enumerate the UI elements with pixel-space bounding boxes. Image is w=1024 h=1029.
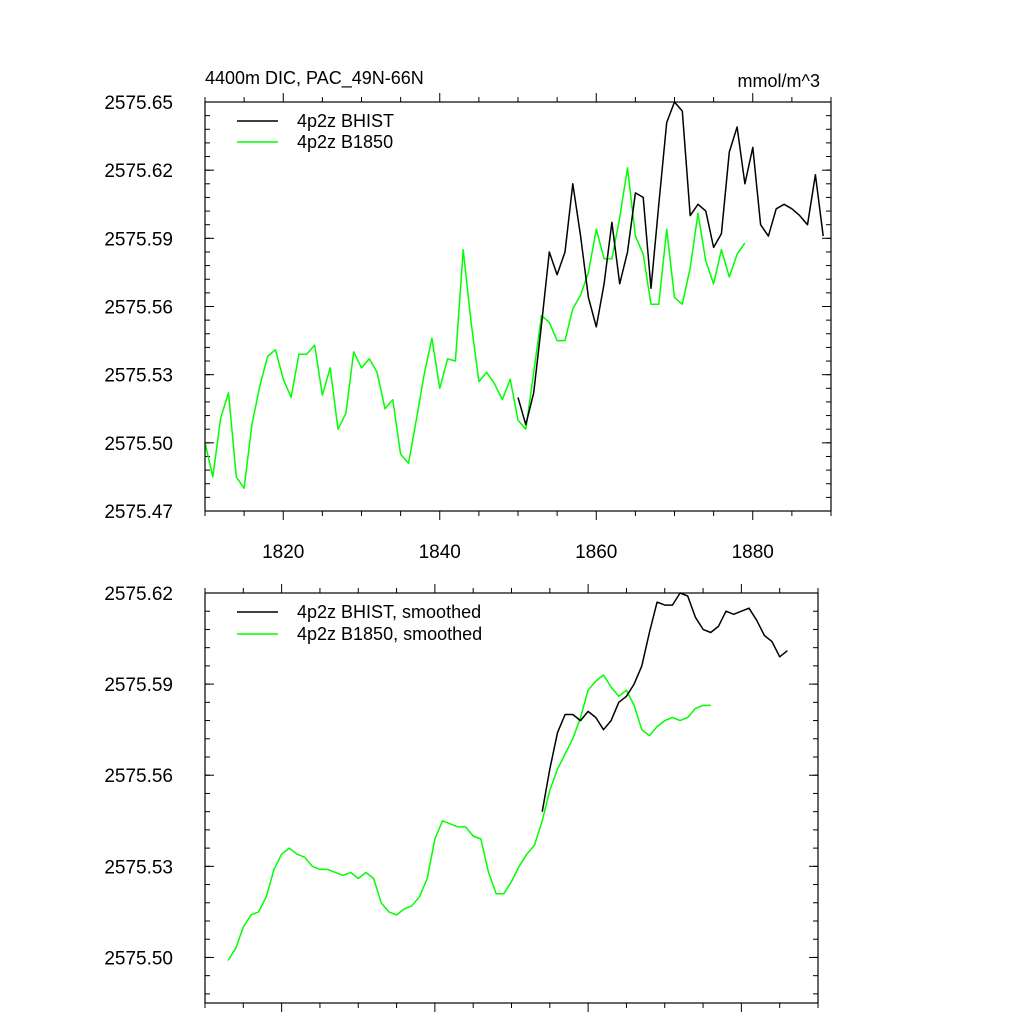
x-tick-label: 1840 [419, 542, 461, 563]
axis-ticks [204, 93, 832, 520]
y-tick-label: 2575.62 [104, 161, 173, 182]
y-tick-label: 2575.50 [104, 434, 173, 455]
y-tick-label: 2575.59 [104, 675, 173, 696]
series-line-b1850 [227, 674, 711, 961]
y-tick-label: 2575.59 [104, 229, 173, 250]
x-tick-labels: 1820 1840 1860 1880 [262, 542, 774, 563]
plot-frame [204, 592, 819, 1004]
legend-label: 4p2z B1850, smoothed [297, 624, 482, 644]
axis-ticks [204, 584, 819, 1012]
y-tick-labels: 2575.50 2575.53 2575.56 2575.59 2575.62 [104, 584, 173, 969]
y-tick-label: 2575.50 [104, 948, 173, 969]
y-tick-label: 2575.62 [104, 584, 173, 605]
y-tick-label: 2575.53 [104, 857, 173, 878]
x-tick-label: 1860 [575, 542, 617, 563]
legend-label: 4p2z BHIST [297, 111, 394, 131]
panel-top: 4400m DIC, PAC_49N-66N mmol/m^3 2575.472… [104, 68, 832, 563]
y-tick-label: 2575.53 [104, 366, 173, 387]
y-tick-labels: 2575.47 2575.50 2575.53 2575.56 2575.59 2575.… [104, 93, 173, 523]
series-line-bhist [541, 592, 788, 812]
y-tick-label: 2575.56 [104, 766, 173, 787]
units-label: mmol/m^3 [738, 71, 820, 91]
chart-title: 4400m DIC, PAC_49N-66N [205, 68, 424, 89]
y-tick-label: 2575.56 [104, 298, 173, 319]
panel-bottom: 2575.50 2575.53 2575.56 2575.59 2575.62 4p2z… [104, 584, 819, 1012]
legend-label: 4p2z BHIST, smoothed [297, 602, 481, 622]
series-line-b1850 [204, 167, 746, 490]
series-lines [227, 592, 788, 961]
y-tick-label: 2575.47 [104, 502, 173, 523]
x-tick-label: 1880 [732, 542, 774, 563]
x-tick-label: 1820 [262, 542, 304, 563]
series-lines [204, 101, 824, 490]
legend-label: 4p2z B1850 [297, 132, 393, 152]
plot-frame [204, 101, 832, 512]
series-line-bhist [517, 101, 824, 426]
y-tick-label: 2575.65 [104, 93, 173, 114]
